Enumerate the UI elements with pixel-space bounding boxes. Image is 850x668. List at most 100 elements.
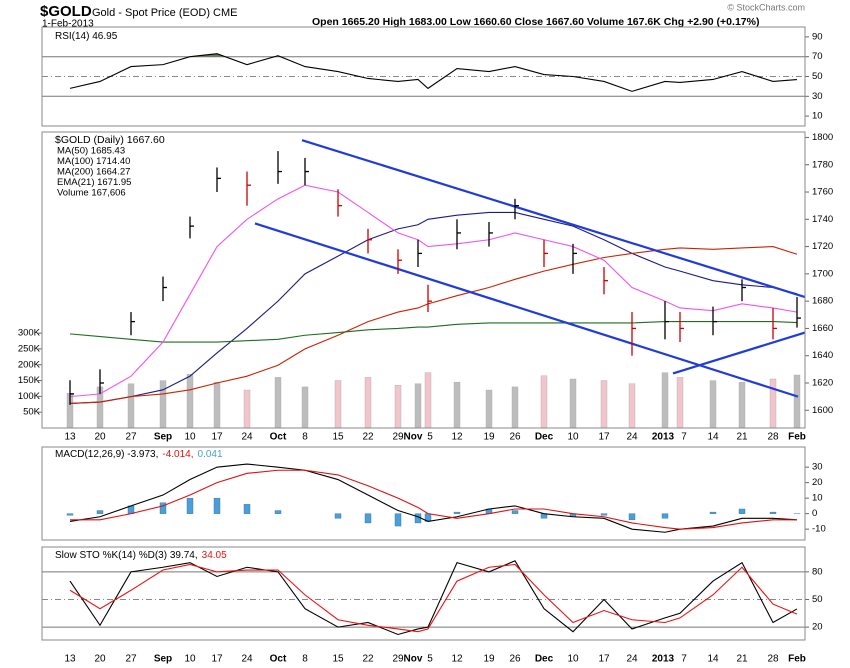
x-tick-label: 13 <box>64 654 76 665</box>
legend: Slow STO %K(14) %D(3) 39.74, 34.05 <box>55 550 227 561</box>
price-bar <box>488 222 493 247</box>
y-tick-label: 50 <box>812 594 823 605</box>
x-tick-label: Dec <box>535 654 554 665</box>
x-tick-label: 22 <box>362 654 374 665</box>
y-tick-label: 10 <box>812 111 823 122</box>
legend-entry: MA(50) 1685.43 <box>57 146 125 157</box>
price-bar <box>572 243 577 274</box>
copyright: © StockCharts.com <box>727 2 805 12</box>
panel-frame <box>41 26 806 127</box>
histogram-bar <box>600 513 608 516</box>
y-tick-label: 1600 <box>812 405 833 416</box>
y2-tick-label: 200K <box>18 359 41 370</box>
x-tick-label: 20 <box>94 654 106 665</box>
x-tick-label: 12 <box>451 432 463 443</box>
x-tick-label: 19 <box>483 432 495 443</box>
y-tick-label: 1760 <box>812 187 833 198</box>
y2-tick-label: 300K <box>18 328 41 339</box>
x-tick-label: 17 <box>211 432 223 443</box>
x-tick-label: Oct <box>270 654 287 665</box>
histogram-bar <box>66 513 74 516</box>
price-bar <box>712 306 717 336</box>
x-tick-label: 10 <box>184 432 196 443</box>
panel-frame <box>41 446 806 541</box>
volume-bar <box>394 385 402 429</box>
x-tick-label: 7 <box>681 432 687 443</box>
volume-bar <box>738 381 746 429</box>
histogram-bar <box>243 504 251 514</box>
y-tick-label: 1620 <box>812 378 833 389</box>
volume-bar <box>485 389 493 429</box>
legend-entry: MA(100) 1714.40 <box>57 156 130 167</box>
x-tick-label: 26 <box>509 432 521 443</box>
x-tick-label: 5 <box>427 654 433 665</box>
volume-bar <box>511 386 519 429</box>
histogram-bar <box>96 510 104 514</box>
x-tick-label: Sep <box>154 432 172 443</box>
price-bar <box>427 284 432 313</box>
histogram-bar <box>709 511 717 514</box>
volume-bar <box>301 386 309 429</box>
y-tick-label: 1800 <box>812 132 833 143</box>
legend-entry: MA(200) 1664.27 <box>57 167 130 178</box>
price-bar <box>367 228 372 254</box>
volume-bar <box>186 374 194 429</box>
x-tick-label: Sep <box>154 654 172 665</box>
panel-frame <box>41 546 806 641</box>
series-line <box>69 184 798 398</box>
histogram-bar <box>661 513 669 519</box>
legend-entry: 34.05 <box>202 550 227 561</box>
x-tick-label: 17 <box>598 432 610 443</box>
x-tick-label: 10 <box>567 432 579 443</box>
volume-bar <box>793 374 801 429</box>
volume-bar <box>424 372 432 429</box>
series-line <box>69 321 798 343</box>
histogram-bar <box>453 511 461 514</box>
instrument-name: Gold - Spot Price (EOD) CME <box>92 7 237 19</box>
x-tick-label: 7 <box>681 654 687 665</box>
x-tick-label: 21 <box>736 432 748 443</box>
x-tick-label: Nov <box>404 654 423 665</box>
x-tick-label: 17 <box>211 654 223 665</box>
trend-line <box>254 222 799 398</box>
x-tick-label: 5 <box>427 432 433 443</box>
series-line <box>69 463 798 533</box>
x-tick-label: 14 <box>707 654 719 665</box>
y-tick-label: 1680 <box>812 296 833 307</box>
x-tick-label: 10 <box>184 654 196 665</box>
x-tick-label: 2013 <box>652 432 675 443</box>
volume-bar <box>709 380 717 429</box>
volume-bar <box>661 372 669 429</box>
series-line <box>69 211 798 404</box>
legend-volume: Volume 167,606 <box>57 188 126 199</box>
volume-bar <box>274 377 282 429</box>
x-tick-label: 10 <box>567 654 579 665</box>
x-tick-label: 29 <box>392 432 404 443</box>
price-bar <box>216 167 221 193</box>
volume-bar <box>243 389 251 429</box>
panel-frame <box>41 131 806 429</box>
price-bar <box>603 267 608 295</box>
price-bar <box>796 297 801 328</box>
legend: RSI(14) 46.95 <box>55 31 118 42</box>
x-tick-label: 15 <box>332 432 344 443</box>
volume-bar <box>676 377 684 429</box>
price-bar <box>397 249 402 274</box>
price-bar <box>246 171 251 206</box>
series-line <box>69 53 798 92</box>
legend-entry: -4.014, <box>162 449 193 460</box>
trend-line <box>301 139 806 299</box>
x-tick-label: 24 <box>241 432 253 443</box>
series-line <box>70 469 798 530</box>
x-tick-label: 8 <box>302 432 308 443</box>
volume-bar <box>769 378 777 429</box>
price-bar <box>162 276 167 302</box>
x-tick-label: Feb <box>788 432 806 443</box>
price-bar <box>69 380 74 405</box>
x-tick-label: 26 <box>509 654 521 665</box>
x-tick-label: 24 <box>241 654 253 665</box>
x-tick-label: 15 <box>332 654 344 665</box>
symbol: $GOLD <box>40 3 92 20</box>
legend-price: $GOLD (Daily) 1667.60 <box>55 134 165 146</box>
